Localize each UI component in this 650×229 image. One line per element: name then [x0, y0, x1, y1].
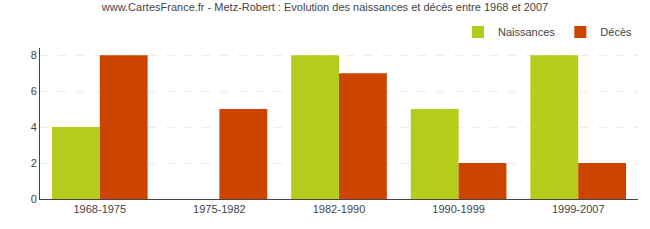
svg-text:8: 8: [31, 49, 37, 61]
svg-text:www.CartesFrance.fr - Metz-Rob: www.CartesFrance.fr - Metz-Robert : Evol…: [101, 1, 548, 13]
svg-text:1982-1990: 1982-1990: [313, 203, 366, 215]
svg-text:0: 0: [31, 193, 37, 205]
svg-text:1990-1999: 1990-1999: [432, 203, 485, 215]
svg-text:Naissances: Naissances: [498, 26, 555, 38]
svg-text:Décès: Décès: [600, 26, 632, 38]
svg-text:1975-1982: 1975-1982: [193, 203, 246, 215]
svg-text:1968-1975: 1968-1975: [73, 203, 126, 215]
svg-text:1999-2007: 1999-2007: [552, 203, 605, 215]
svg-text:2: 2: [31, 157, 37, 169]
svg-text:4: 4: [31, 121, 37, 133]
svg-text:6: 6: [31, 85, 37, 97]
